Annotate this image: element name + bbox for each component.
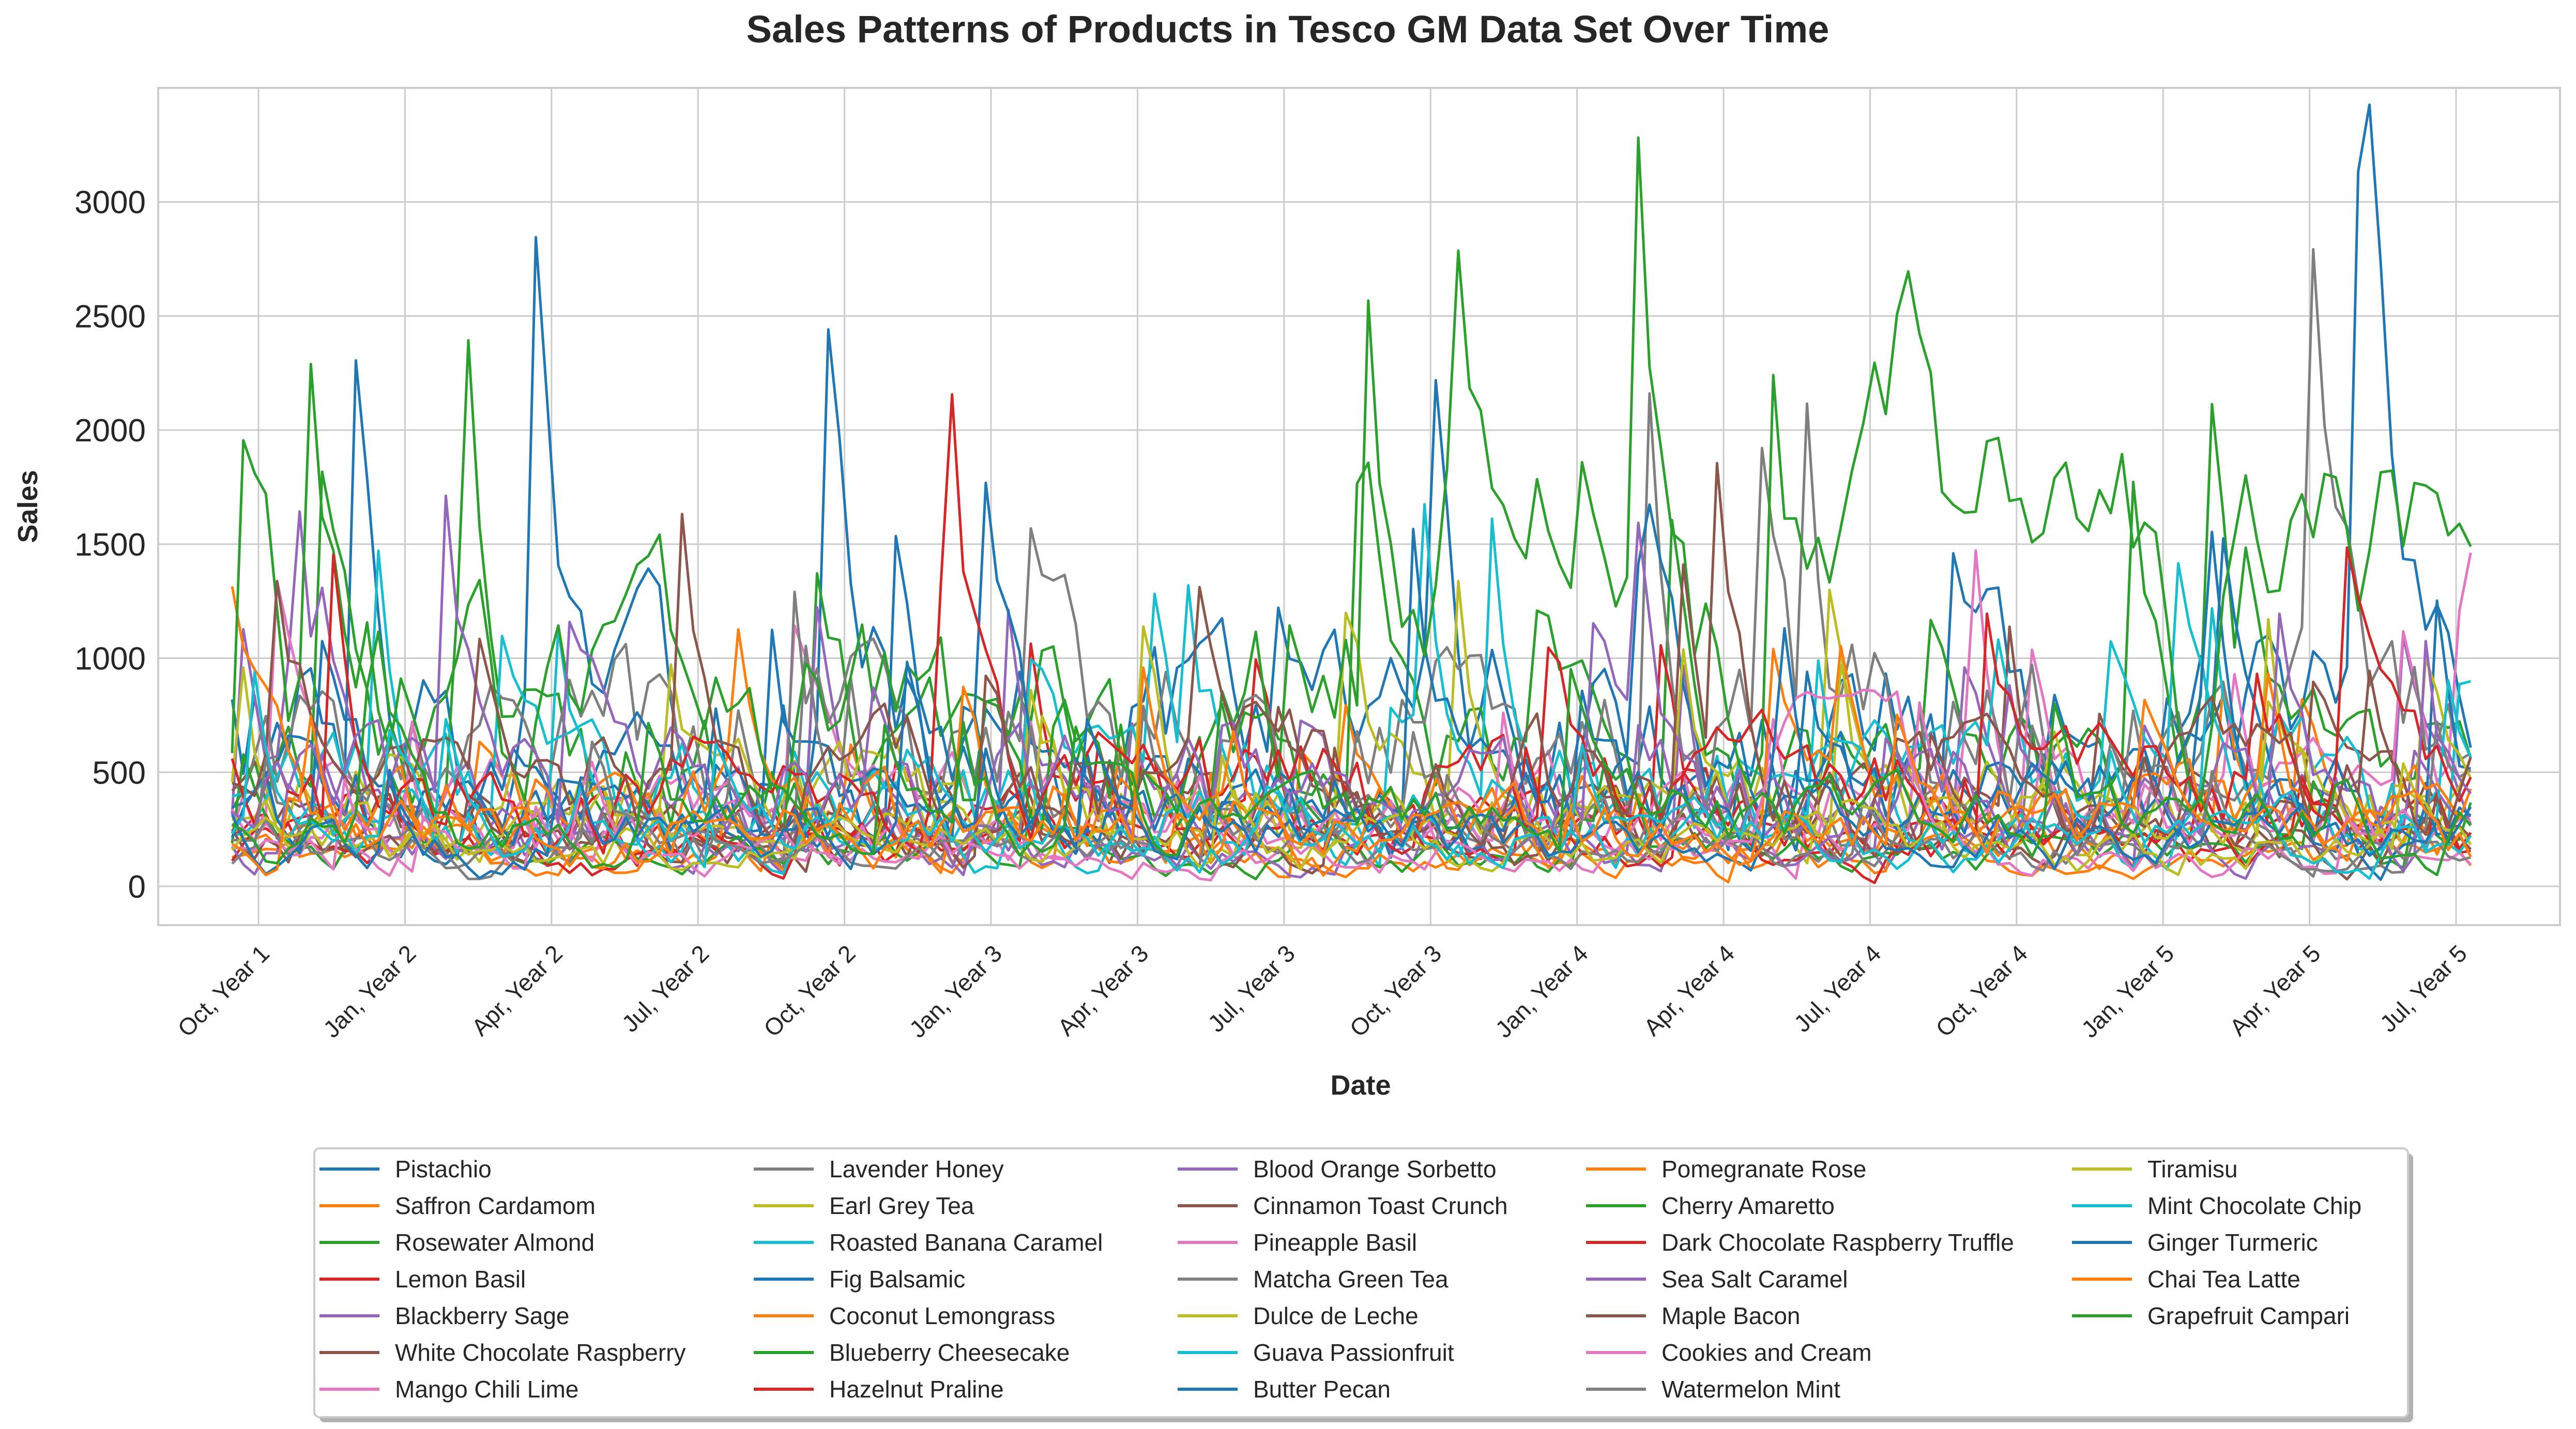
y-tick-label: 2500 (74, 299, 146, 334)
legend-label: Cherry Amaretto (1662, 1192, 1835, 1219)
x-axis-label: Date (1330, 1070, 1391, 1101)
y-tick-label: 1500 (74, 527, 146, 563)
legend-label: Saffron Cardamom (395, 1192, 596, 1219)
legend-label: Coconut Lemongrass (829, 1302, 1055, 1329)
legend-label: Cinnamon Toast Crunch (1253, 1192, 1508, 1219)
y-tick-label: 1000 (74, 641, 146, 677)
legend-label: Mango Chili Lime (395, 1376, 578, 1403)
y-tick-label: 2000 (74, 413, 146, 449)
legend-label: Blackberry Sage (395, 1302, 570, 1329)
legend-label: White Chocolate Raspberry (395, 1339, 685, 1366)
legend: Pistachio Saffron Cardamom Rosewater Almon… (313, 1147, 2413, 1422)
series-line (232, 462, 2472, 869)
chart-title: Sales Patterns of Products in Tesco GM D… (746, 8, 1830, 51)
legend-label: Butter Pecan (1253, 1376, 1391, 1403)
legend-label: Pistachio (395, 1156, 492, 1182)
legend-label: Lavender Honey (829, 1156, 1004, 1182)
y-tick-label: 500 (93, 755, 146, 791)
y-axis-label: Sales (12, 470, 43, 543)
legend-label: Ginger Turmeric (2147, 1229, 2318, 1256)
series-line (231, 666, 2472, 877)
legend-label: Sea Salt Caramel (1662, 1266, 1848, 1293)
legend-label: Fig Balsamic (829, 1266, 965, 1293)
legend-label: Lemon Basil (395, 1266, 526, 1293)
legend-label: Tiramisu (2147, 1156, 2238, 1182)
legend-label: Grapefruit Campari (2147, 1302, 2350, 1329)
series-lines (231, 103, 2472, 884)
series-line (231, 393, 2472, 855)
legend-label: Watermelon Mint (1662, 1376, 1840, 1403)
legend-label: Cookies and Cream (1662, 1339, 1872, 1366)
legend-label: Matcha Green Tea (1253, 1266, 1449, 1293)
legend-label: Hazelnut Praline (829, 1376, 1004, 1403)
legend-label: Dulce de Leche (1253, 1302, 1419, 1329)
legend-label: Earl Grey Tea (829, 1192, 974, 1219)
series-line (231, 670, 2472, 880)
legend-label: Pineapple Basil (1253, 1229, 1417, 1256)
legend-label: Blood Orange Sorbetto (1253, 1156, 1497, 1182)
y-axis-ticks: 0 500 1000 1500 2000 2500 3000 (74, 185, 146, 905)
legend-label: Mint Chocolate Chip (2147, 1192, 2361, 1219)
series-line (231, 754, 2472, 876)
legend-label: Roasted Banana Caramel (829, 1229, 1103, 1256)
legend-items: Pistachio Saffron Cardamom Rosewater Almon… (319, 1156, 2361, 1403)
series-line (232, 688, 2472, 882)
legend-label: Rosewater Almond (395, 1229, 595, 1256)
plot-area (157, 87, 2561, 926)
series-line (231, 630, 2472, 877)
series-line (231, 136, 2472, 833)
legend-label: Dark Chocolate Raspberry Truffle (1662, 1229, 2014, 1256)
legend-label: Blueberry Cheesecake (829, 1339, 1070, 1366)
legend-label: Chai Tea Latte (2147, 1266, 2300, 1293)
legend-label: Maple Bacon (1662, 1302, 1801, 1329)
y-tick-label: 0 (128, 869, 146, 905)
legend-label: Guava Passionfruit (1253, 1339, 1454, 1366)
legend-frame (313, 1147, 2409, 1418)
legend-label: Pomegranate Rose (1662, 1156, 1866, 1182)
y-tick-label: 3000 (74, 185, 146, 221)
